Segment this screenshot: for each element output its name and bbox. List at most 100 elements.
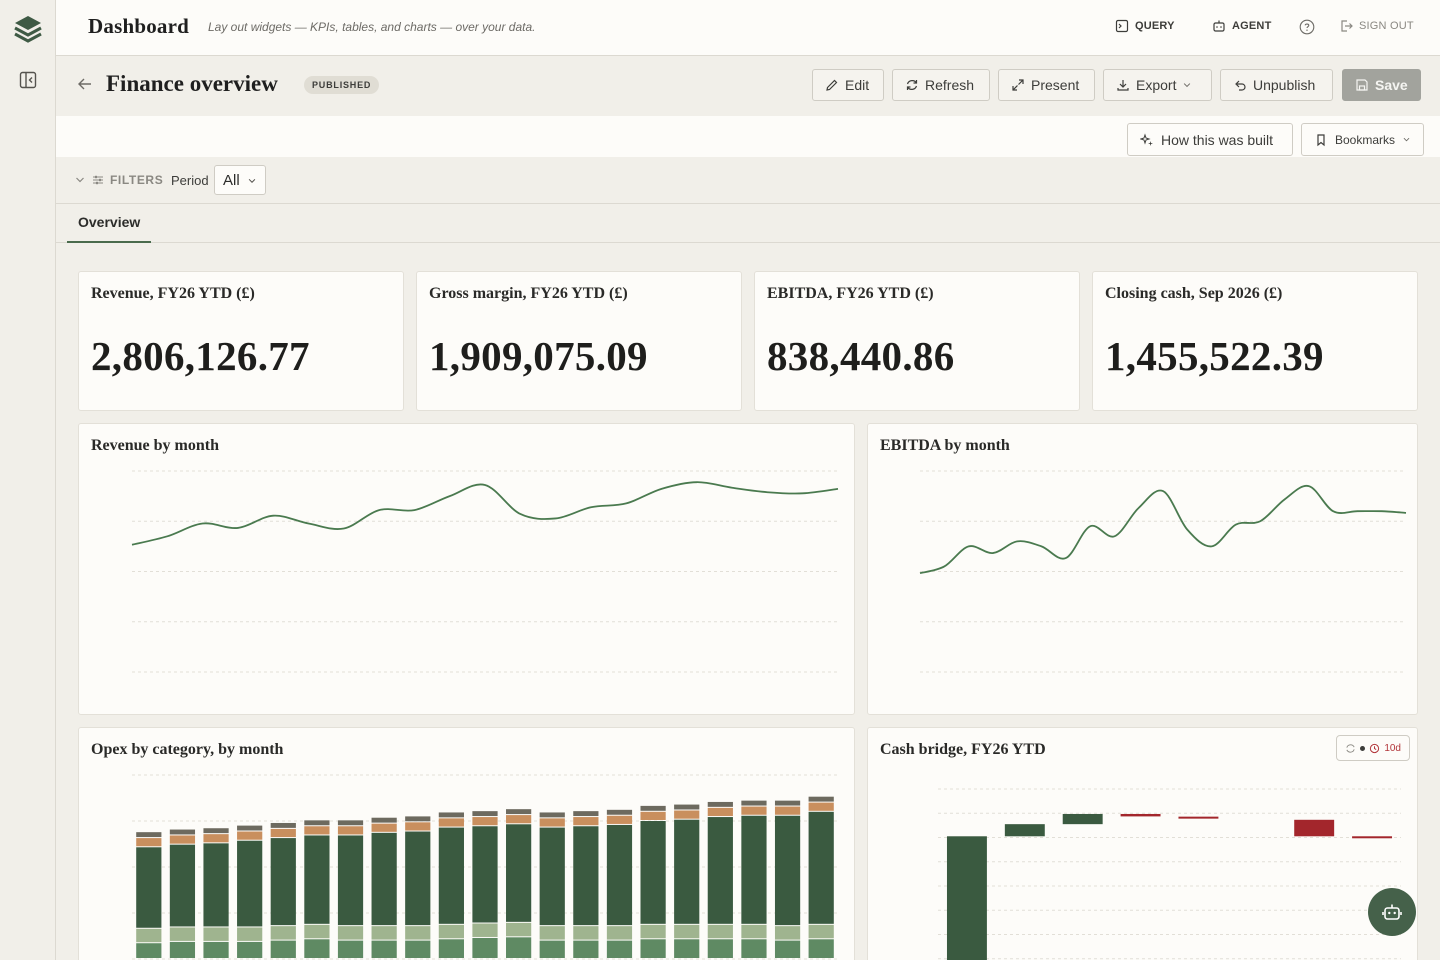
kpi-card-revenue: Revenue, FY26 YTD (£) 2,806,126.77 [78, 271, 404, 411]
bar-segment [203, 927, 229, 941]
opex-chart-card: Opex by category, by month [78, 727, 855, 960]
bar-segment [304, 924, 330, 939]
chevron-down-icon [1184, 83, 1191, 88]
app-title: Dashboard [88, 14, 189, 38]
chart-title: Opex by category, by month [91, 741, 284, 758]
revenue-chart-card: Revenue by month [78, 423, 855, 715]
ebitda-chart-card: EBITDA by month [867, 423, 1418, 715]
bar-segment [808, 796, 834, 802]
chart-title: Revenue by month [91, 437, 220, 454]
kpi-card-closing-cash: Closing cash, Sep 2026 (£) 1,455,522.39 [1092, 271, 1418, 411]
bar-segment [573, 817, 599, 826]
save-label: Save [1375, 77, 1408, 93]
bar-segment [539, 818, 565, 827]
bar-segment [674, 819, 700, 924]
bar-segment [304, 826, 330, 835]
sidebar-toggle-icon[interactable] [19, 71, 37, 89]
how-built-label: How this was built [1161, 131, 1274, 148]
edit-button[interactable]: Edit [812, 69, 884, 101]
bar-segment [304, 939, 330, 958]
chevron-down-icon [248, 178, 256, 183]
bar-segment [573, 826, 599, 926]
bar-segment [707, 924, 733, 939]
bar-segment [606, 926, 633, 940]
period-select[interactable]: All [214, 165, 266, 195]
bar-segment [606, 824, 633, 926]
kpi-title: Revenue, FY26 YTD (£) [91, 285, 255, 302]
sliders-icon [93, 175, 103, 185]
bar-segment [405, 926, 431, 940]
bar-segment [640, 939, 666, 958]
robot-icon [1382, 904, 1402, 920]
robot-icon [1213, 20, 1225, 32]
filter-bar: FILTERS Period All [56, 157, 1440, 204]
bar-segment [573, 940, 599, 958]
bar-segment [270, 838, 296, 926]
query-nav-label: QUERY [1135, 20, 1175, 32]
series-line [919, 484, 1407, 575]
bar-segment [707, 801, 733, 807]
signout-link[interactable]: SIGN OUT [1339, 19, 1414, 33]
bar-segment [606, 940, 633, 958]
agent-fab-button[interactable] [1368, 888, 1416, 936]
bookmarks-dropdown[interactable]: Bookmarks [1301, 123, 1424, 156]
bar-segment [169, 835, 196, 844]
bar-segment [741, 800, 767, 806]
bar-segment [774, 806, 801, 815]
refresh-button[interactable]: Refresh [892, 69, 990, 101]
refresh-status-chip[interactable]: 10d [1336, 735, 1410, 761]
bar-segment [506, 824, 532, 922]
bar-segment [438, 924, 464, 939]
left-rail [0, 0, 56, 960]
export-dropdown[interactable]: Export [1103, 69, 1212, 101]
sparkle-icon [1140, 132, 1153, 146]
bar-segment [270, 822, 296, 828]
bookmark-icon [1317, 133, 1325, 146]
page-title: Finance overview [106, 71, 278, 96]
clock-icon [1370, 743, 1380, 753]
kpi-title: Closing cash, Sep 2026 (£) [1105, 285, 1283, 302]
bar-segment [472, 923, 498, 937]
bar-segment [741, 815, 767, 924]
refresh-icon [1346, 743, 1355, 753]
kpi-card-gross-margin: Gross margin, FY26 YTD (£) 1,909,075.09 [416, 271, 742, 411]
chevron-down-icon [1403, 137, 1410, 142]
bar-segment [405, 940, 431, 958]
series-line [131, 481, 839, 546]
unpublish-button[interactable]: Unpublish [1220, 69, 1333, 101]
save-button[interactable]: Save [1342, 69, 1421, 101]
bar-segment [270, 940, 296, 958]
tab-overview[interactable]: Overview [67, 204, 152, 243]
kpi-value: 1,455,522.39 [1105, 333, 1324, 379]
bookmarks-label: Bookmarks [1334, 132, 1396, 147]
layers-logo-icon[interactable] [14, 14, 42, 46]
top-bar: Dashboard Lay out widgets — KPIs, tables… [56, 0, 1440, 56]
bar-segment [337, 826, 364, 835]
bar-segment [169, 844, 196, 927]
bar-segment [573, 811, 599, 817]
waterfall-bar [946, 836, 987, 960]
waterfall-bar [1004, 824, 1045, 837]
bar-segment [640, 811, 666, 820]
bar-segment [237, 840, 263, 927]
waterfall-bar [1352, 836, 1393, 839]
filters-label: FILTERS [110, 173, 164, 187]
bar-segment [438, 812, 464, 818]
ebitda-line-chart [919, 470, 1407, 673]
published-badge: PUBLISHED [304, 76, 380, 94]
bar-segment [808, 939, 834, 958]
bar-segment [304, 835, 330, 924]
query-nav-link[interactable]: QUERY [1115, 19, 1175, 33]
agent-nav-link[interactable]: AGENT [1212, 19, 1272, 33]
kpi-value: 2,806,126.77 [91, 333, 310, 379]
help-circle-icon [1299, 19, 1315, 35]
filters-toggle[interactable]: FILTERS [74, 173, 163, 187]
how-built-button[interactable]: How this was built [1127, 123, 1293, 156]
floppy-icon [1356, 79, 1368, 91]
help-button[interactable] [1299, 19, 1315, 35]
present-button[interactable]: Present [998, 69, 1095, 101]
undo-icon [1235, 80, 1246, 91]
bar-segment [405, 816, 431, 822]
chevron-down-icon [76, 177, 84, 183]
back-arrow-icon[interactable] [76, 75, 94, 93]
